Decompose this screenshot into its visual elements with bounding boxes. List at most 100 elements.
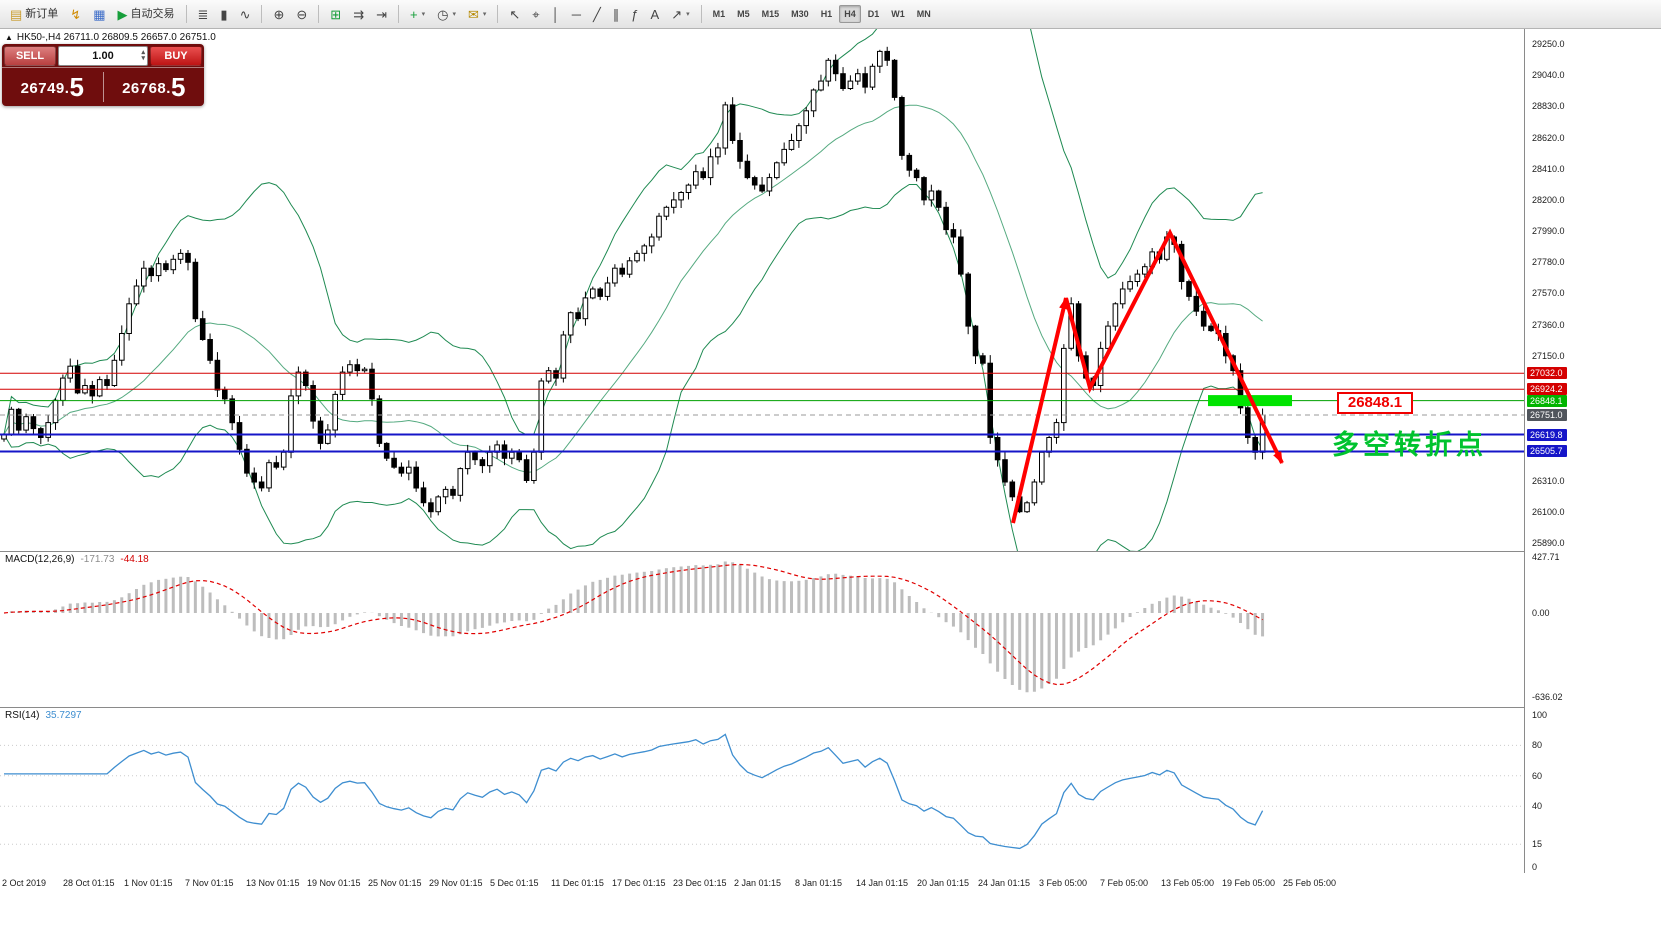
turning-point-note[interactable]: 多空转折点 <box>1332 430 1487 460</box>
periods-button[interactable]: ◷ ▾ <box>432 5 461 24</box>
fibonacci-button[interactable]: ƒ <box>626 5 643 24</box>
arrows-button[interactable]: ↗ ▾ <box>666 5 694 24</box>
quick-trade-icon: ↯ <box>70 6 82 22</box>
indicators-button[interactable]: + ▾ <box>405 5 430 24</box>
rsi-axis-tick: 60 <box>1532 770 1543 781</box>
time-label: 3 Feb 05:00 <box>1039 878 1088 888</box>
templates-icon: ✉ <box>467 6 479 22</box>
chart-window-button[interactable]: ▦ <box>88 5 110 24</box>
zoom-out-button[interactable]: ⊖ <box>291 5 312 24</box>
new-order-button[interactable]: ▤ 新订单 <box>5 5 63 24</box>
tile-windows-button[interactable]: ⊞ <box>325 5 346 24</box>
buy-price[interactable]: 26768.5 <box>122 71 186 102</box>
timeframe-d1-button[interactable]: D1 <box>863 5 885 23</box>
time-label: 2 Jan 01:15 <box>734 878 782 888</box>
price-axis[interactable]: 29250.0 29040.0 28830.0 28620.0 28410.0 28200… <box>1525 29 1661 873</box>
macd-axis-tick: 0.00 <box>1532 608 1550 618</box>
toolbar-separator <box>497 5 499 23</box>
macd-panel-divider[interactable] <box>0 551 1661 552</box>
macd-panel-canvas[interactable] <box>0 551 1524 707</box>
timeframe-m5-button[interactable]: M5 <box>732 5 755 23</box>
horizontal-line-button[interactable]: ─ <box>567 5 586 24</box>
zoom-in-button[interactable]: ⊕ <box>268 5 289 24</box>
channel-button[interactable]: ∥ <box>608 5 625 24</box>
crosshair-button[interactable]: ⌖ <box>527 5 544 24</box>
timeframe-m1-button[interactable]: M1 <box>708 5 731 23</box>
rsi-axis-tick: 80 <box>1532 740 1543 751</box>
time-label: 28 Oct 01:15 <box>63 878 115 888</box>
autotrading-icon: ▶ <box>117 6 128 22</box>
bars-chart-button[interactable]: ≣ <box>193 5 214 24</box>
timeframe-m15-button[interactable]: M15 <box>757 5 785 23</box>
timeframe-m30-button[interactable]: M30 <box>786 5 814 23</box>
candles-chart-button[interactable]: ▮ <box>215 5 232 24</box>
line-chart-icon: ∿ <box>239 6 251 22</box>
horizontal-line-icon: ─ <box>571 6 581 22</box>
time-label: 7 Feb 05:00 <box>1100 878 1149 888</box>
rsi-axis-tick: 40 <box>1532 801 1543 812</box>
macd-main-value: -171.73 <box>80 554 115 565</box>
tile-windows-icon: ⊞ <box>330 6 342 22</box>
quick-trade-button[interactable]: ↯ <box>65 5 86 24</box>
chart-shift-button[interactable]: ⇥ <box>371 5 392 24</box>
price-tick: 27360.0 <box>1532 319 1565 330</box>
trendline-icon: ╱ <box>592 6 601 22</box>
trendline-button[interactable]: ╱ <box>588 5 606 24</box>
price-axis-border <box>1524 29 1525 873</box>
time-label: 1 Nov 01:15 <box>124 878 173 888</box>
price-callout-label[interactable]: 26848.1 <box>1337 392 1413 414</box>
cursor-button[interactable]: ↖ <box>504 5 525 24</box>
time-label: 25 Feb 05:00 <box>1283 878 1337 888</box>
timeframe-h1-button[interactable]: H1 <box>816 5 838 23</box>
cursor-icon: ↖ <box>509 6 521 22</box>
rsi-panel-canvas[interactable] <box>0 707 1524 873</box>
time-label: 2 Oct 2019 <box>2 878 47 888</box>
price-level-badge: 26751.0 <box>1527 409 1567 422</box>
macd-axis-tick: -636.02 <box>1532 691 1563 702</box>
channel-icon: ∥ <box>612 6 620 22</box>
volume-up-icon[interactable]: ▴ <box>141 49 145 56</box>
autotrading-button-label: 自动交易 <box>130 7 175 20</box>
volume-down-icon[interactable]: ▾ <box>141 55 145 62</box>
candles-chart-icon: ▮ <box>220 6 228 22</box>
time-axis[interactable]: 2 Oct 2019 28 Oct 01:15 1 Nov 01:15 7 Nov 0… <box>0 873 1661 945</box>
price-tick: 28200.0 <box>1532 194 1565 205</box>
zoom-out-icon: ⊖ <box>296 6 308 22</box>
templates-button[interactable]: ✉ ▾ <box>463 5 491 24</box>
time-label: 8 Jan 01:15 <box>795 878 843 888</box>
auto-scroll-button[interactable]: ⇉ <box>348 5 369 24</box>
text-icon: A <box>650 6 660 22</box>
timeframe-w1-button[interactable]: W1 <box>886 5 910 23</box>
line-chart-button[interactable]: ∿ <box>235 5 256 24</box>
vertical-line-icon: │ <box>551 6 560 22</box>
time-label: 14 Jan 01:15 <box>856 878 909 888</box>
rsi-name: RSI(14) <box>5 710 40 721</box>
sell-price[interactable]: 26749.5 <box>20 71 84 102</box>
rsi-value: 35.7297 <box>45 710 82 721</box>
text-button[interactable]: A <box>646 5 665 24</box>
time-label: 11 Dec 01:15 <box>551 878 604 888</box>
price-tick: 27570.0 <box>1532 288 1565 299</box>
caret-down-icon: ▾ <box>452 10 456 18</box>
price-tick: 29250.0 <box>1532 39 1565 49</box>
rsi-panel-divider[interactable] <box>0 707 1661 708</box>
rsi-label: RSI(14) 35.7297 <box>5 710 82 721</box>
main-chart-canvas[interactable] <box>0 29 1524 551</box>
macd-label: MACD(12,26,9) -171.73 -44.18 <box>5 554 149 565</box>
caret-down-icon: ▾ <box>482 10 487 18</box>
time-label: 19 Nov 01:15 <box>307 878 361 888</box>
vertical-line-button[interactable]: │ <box>547 5 565 24</box>
chart-area: 29250.0 29040.0 28830.0 28620.0 28410.0 28200… <box>0 29 1661 945</box>
time-label: 23 Dec 01:15 <box>673 878 727 888</box>
time-label: 29 Nov 01:15 <box>429 878 483 888</box>
timeframe-h4-button[interactable]: H4 <box>839 5 861 23</box>
macd-name: MACD(12,26,9) <box>5 554 75 565</box>
fibonacci-icon: ƒ <box>631 6 639 22</box>
time-label: 25 Nov 01:15 <box>368 878 422 888</box>
volume-field[interactable]: 1.00 ▴ ▾ <box>58 46 148 66</box>
autotrading-button[interactable]: ▶ 自动交易 <box>113 5 180 24</box>
price-tick: 27990.0 <box>1532 226 1565 237</box>
buy-button[interactable]: BUY <box>150 46 202 66</box>
sell-button[interactable]: SELL <box>4 46 56 66</box>
timeframe-mn-button[interactable]: MN <box>912 5 936 23</box>
